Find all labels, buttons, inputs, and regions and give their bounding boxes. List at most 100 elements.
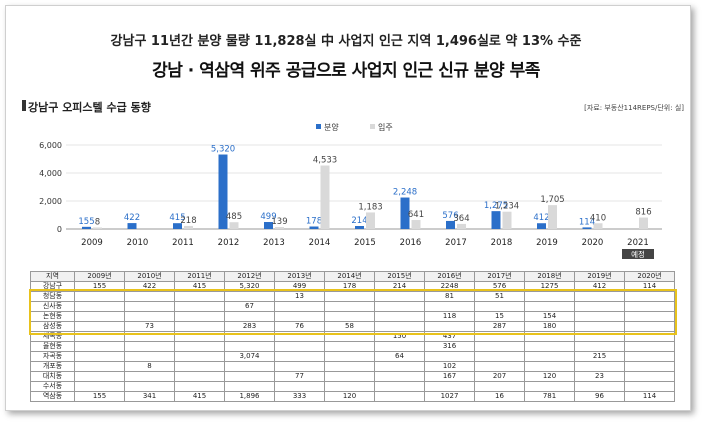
data-label-move-in: 364 — [453, 214, 469, 224]
table-cell: 499 — [274, 281, 325, 292]
table-cell: 437 — [424, 331, 475, 342]
table-row: 율현동 316 — [30, 341, 675, 352]
table-cell: 150 — [374, 331, 425, 342]
table-cell: 58 — [324, 321, 375, 332]
table-cell: 51 — [474, 291, 525, 302]
bar-supply — [400, 197, 410, 229]
table-cell: 316 — [424, 341, 475, 352]
x-tick-label: 2020 — [582, 238, 604, 248]
table-cell — [624, 331, 675, 342]
table-cell — [374, 371, 425, 382]
table-cell — [624, 311, 675, 322]
table-row: 강남구 155 422 415 5,320 499 178 214 2248 576 1275 412… — [30, 281, 675, 292]
table-region-cell: 청담동 — [30, 291, 75, 302]
table-cell — [374, 311, 425, 322]
table-cell: 64 — [374, 351, 425, 362]
data-label-supply: 576 — [442, 211, 458, 221]
y-tick-label: 4,000 — [39, 169, 62, 178]
data-label-move-in: 816 — [635, 208, 651, 218]
table-region-cell: 신사동 — [30, 301, 75, 312]
table-cell: 114 — [624, 391, 675, 402]
bar-supply — [264, 222, 273, 229]
forecast-badge — [622, 249, 654, 259]
table-cell — [124, 371, 175, 382]
table-cell: 154 — [524, 311, 575, 322]
table-cell — [124, 311, 175, 322]
table-cell — [174, 381, 225, 392]
data-label-move-in: 410 — [590, 213, 606, 223]
table-cell — [174, 341, 225, 352]
table-cell — [524, 301, 575, 312]
table-cell — [374, 361, 425, 372]
table-cell — [74, 351, 125, 362]
table-header-cell: 2009년 — [74, 271, 125, 282]
table-cell — [374, 391, 425, 402]
table-cell — [324, 291, 375, 302]
x-tick-label: 2021 — [627, 238, 649, 248]
table-cell — [424, 321, 475, 332]
table-region-cell: 세곡동 — [30, 331, 75, 342]
table-cell — [524, 361, 575, 372]
data-label-supply: 2,248 — [393, 188, 417, 198]
table-cell — [624, 351, 675, 362]
table-cell — [74, 341, 125, 352]
table-row: 신사동 67 — [30, 301, 675, 312]
data-label-move-in: 1,705 — [540, 195, 564, 205]
table-cell — [624, 371, 675, 382]
table-cell — [224, 331, 275, 342]
table-cell — [74, 321, 125, 332]
table-cell: 67 — [224, 301, 275, 312]
table-row: 논현동 118 15 154 — [30, 311, 675, 322]
x-tick-label: 2019 — [536, 238, 558, 248]
table-cell: 102 — [424, 361, 475, 372]
bar-move-in — [548, 205, 557, 229]
table-cell — [474, 341, 525, 352]
table-cell — [324, 341, 375, 352]
table-cell — [524, 381, 575, 392]
table-cell — [574, 381, 625, 392]
table-cell — [624, 361, 675, 372]
table-cell: 13 — [274, 291, 325, 302]
table-cell: 781 — [524, 391, 575, 402]
x-tick-label: 2018 — [491, 238, 513, 248]
table-cell — [574, 321, 625, 332]
table-cell — [274, 351, 325, 362]
bar-move-in — [93, 227, 102, 229]
x-tick-label: 2017 — [445, 238, 467, 248]
table-cell: 114 — [624, 281, 675, 292]
table-cell: 16 — [474, 391, 525, 402]
legend-label-supply: 분양 — [324, 123, 339, 132]
table-cell — [274, 361, 325, 372]
y-tick-label: 2,000 — [39, 197, 62, 206]
forecast-badge-label: 예정 — [631, 249, 645, 259]
table-cell: 167 — [424, 371, 475, 382]
table-cell — [474, 361, 525, 372]
table-cell: 178 — [324, 281, 375, 292]
table-cell — [274, 311, 325, 322]
data-label-supply: 415 — [169, 213, 185, 223]
table-cell: 155 — [74, 391, 125, 402]
table-cell — [174, 351, 225, 362]
table-cell — [74, 311, 125, 322]
data-label-move-in: 218 — [180, 216, 196, 226]
section-title: 강남구 오피스텔 수급 동향 — [28, 101, 151, 114]
table-region-cell: 자곡동 — [30, 351, 75, 362]
table-cell — [274, 381, 325, 392]
table-cell — [574, 341, 625, 352]
table-cell — [574, 291, 625, 302]
table-cell — [324, 311, 375, 322]
table-cell — [524, 331, 575, 342]
table-region-cell: 수서동 — [30, 381, 75, 392]
table-cell: 76 — [274, 321, 325, 332]
table-cell — [124, 331, 175, 342]
table-row: 청담동 13 81 51 — [30, 291, 675, 302]
table-cell: 214 — [374, 281, 425, 292]
table-cell — [474, 331, 525, 342]
bar-move-in — [639, 217, 648, 229]
bar-move-in — [229, 222, 239, 229]
table-cell — [124, 291, 175, 302]
table-cell — [524, 351, 575, 362]
data-table: 지역 2009년 2010년 2011년 2012년 2013년 2014년 2015년 201… — [30, 271, 675, 402]
data-label-supply: 499 — [260, 212, 276, 222]
